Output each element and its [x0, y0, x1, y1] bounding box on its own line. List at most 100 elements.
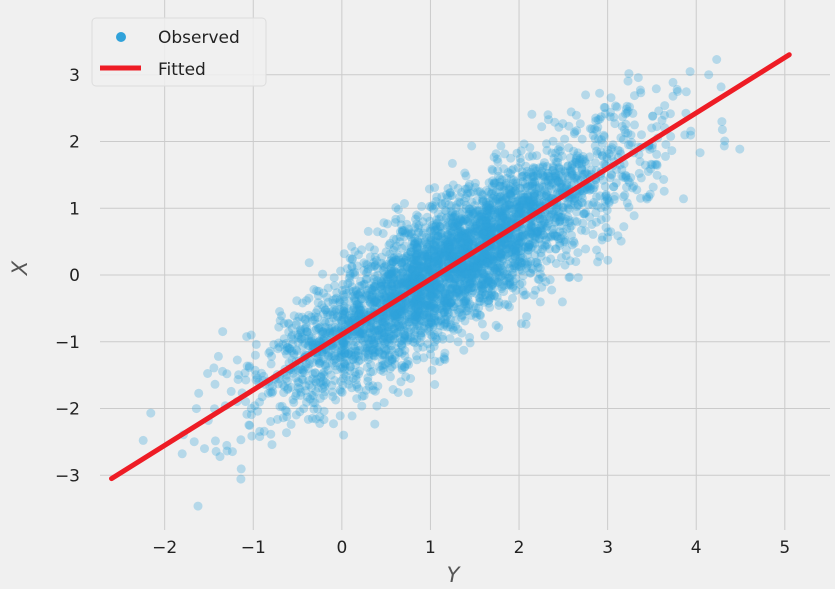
observed-point — [339, 301, 349, 311]
observed-point — [509, 197, 519, 207]
observed-point — [415, 296, 425, 306]
observed-point — [442, 298, 452, 308]
observed-point — [482, 258, 492, 267]
observed-point — [522, 250, 532, 260]
observed-point — [447, 251, 457, 261]
observed-point — [456, 313, 466, 322]
observed-point — [551, 148, 560, 158]
observed-point — [430, 337, 440, 347]
observed-point — [647, 143, 657, 153]
observed-point — [356, 305, 365, 315]
observed-point — [577, 163, 587, 173]
observed-point — [308, 369, 318, 379]
observed-point — [445, 254, 454, 264]
observed-point — [624, 69, 634, 79]
observed-point — [452, 200, 462, 210]
observed-point — [448, 208, 458, 218]
observed-point — [479, 248, 489, 258]
observed-point — [547, 148, 557, 158]
observed-point — [354, 356, 364, 366]
observed-point — [313, 313, 323, 322]
observed-point — [278, 413, 288, 423]
observed-point — [434, 238, 444, 248]
observed-point — [495, 192, 505, 202]
observed-point — [651, 84, 661, 94]
observed-point — [487, 229, 496, 239]
observed-point — [567, 168, 576, 178]
observed-point — [490, 245, 500, 255]
observed-point — [236, 435, 246, 445]
observed-point — [446, 206, 456, 216]
observed-point — [373, 264, 382, 273]
observed-point — [279, 319, 289, 328]
observed-point — [281, 338, 291, 348]
observed-point — [565, 256, 575, 266]
observed-point — [516, 246, 526, 256]
observed-point — [380, 328, 390, 338]
observed-point — [413, 236, 423, 246]
observed-point — [471, 266, 481, 276]
observed-point — [471, 255, 481, 265]
observed-point — [391, 310, 401, 320]
observed-point — [569, 236, 579, 246]
observed-point — [266, 429, 276, 439]
observed-point — [234, 370, 244, 380]
observed-point — [438, 230, 448, 240]
observed-point — [210, 379, 220, 389]
observed-point — [390, 310, 400, 320]
observed-point — [554, 163, 564, 173]
observed-point — [377, 361, 387, 371]
observed-point — [512, 199, 522, 209]
observed-point — [426, 248, 436, 258]
observed-point — [508, 283, 518, 293]
observed-point — [351, 374, 361, 384]
observed-point — [354, 302, 364, 312]
observed-point — [391, 257, 401, 267]
observed-point — [395, 314, 405, 324]
observed-point — [488, 225, 498, 235]
observed-point — [570, 193, 580, 203]
observed-point — [567, 240, 577, 250]
observed-point — [625, 177, 634, 187]
observed-point — [490, 222, 500, 232]
observed-point — [438, 289, 448, 299]
observed-point — [439, 308, 449, 318]
observed-point — [454, 266, 464, 276]
observed-point — [456, 216, 466, 226]
observed-point — [539, 222, 549, 232]
observed-point — [411, 251, 421, 261]
observed-point — [563, 212, 573, 222]
observed-point — [401, 372, 411, 382]
observed-point — [363, 376, 373, 386]
observed-point — [489, 223, 498, 233]
observed-point — [297, 374, 307, 384]
observed-point — [298, 298, 308, 308]
observed-point — [488, 193, 498, 203]
observed-point — [384, 322, 394, 332]
observed-point — [569, 194, 579, 204]
observed-point — [288, 368, 298, 378]
observed-point — [500, 270, 510, 279]
observed-point — [444, 244, 454, 254]
observed-point — [413, 321, 423, 331]
observed-point — [449, 308, 459, 318]
observed-point — [484, 228, 494, 238]
observed-point — [527, 109, 537, 119]
observed-point — [513, 163, 523, 173]
observed-point — [411, 252, 421, 262]
observed-point — [534, 183, 544, 193]
observed-point — [408, 262, 418, 272]
observed-point — [593, 122, 603, 132]
observed-point — [412, 219, 422, 229]
observed-point — [340, 345, 350, 355]
observed-point — [416, 328, 426, 338]
observed-point — [358, 328, 368, 338]
observed-point — [431, 279, 441, 289]
observed-point — [420, 287, 430, 297]
observed-point — [321, 305, 331, 315]
observed-point — [350, 267, 360, 277]
observed-point — [433, 283, 443, 293]
observed-point — [288, 334, 298, 344]
observed-point — [523, 257, 532, 267]
